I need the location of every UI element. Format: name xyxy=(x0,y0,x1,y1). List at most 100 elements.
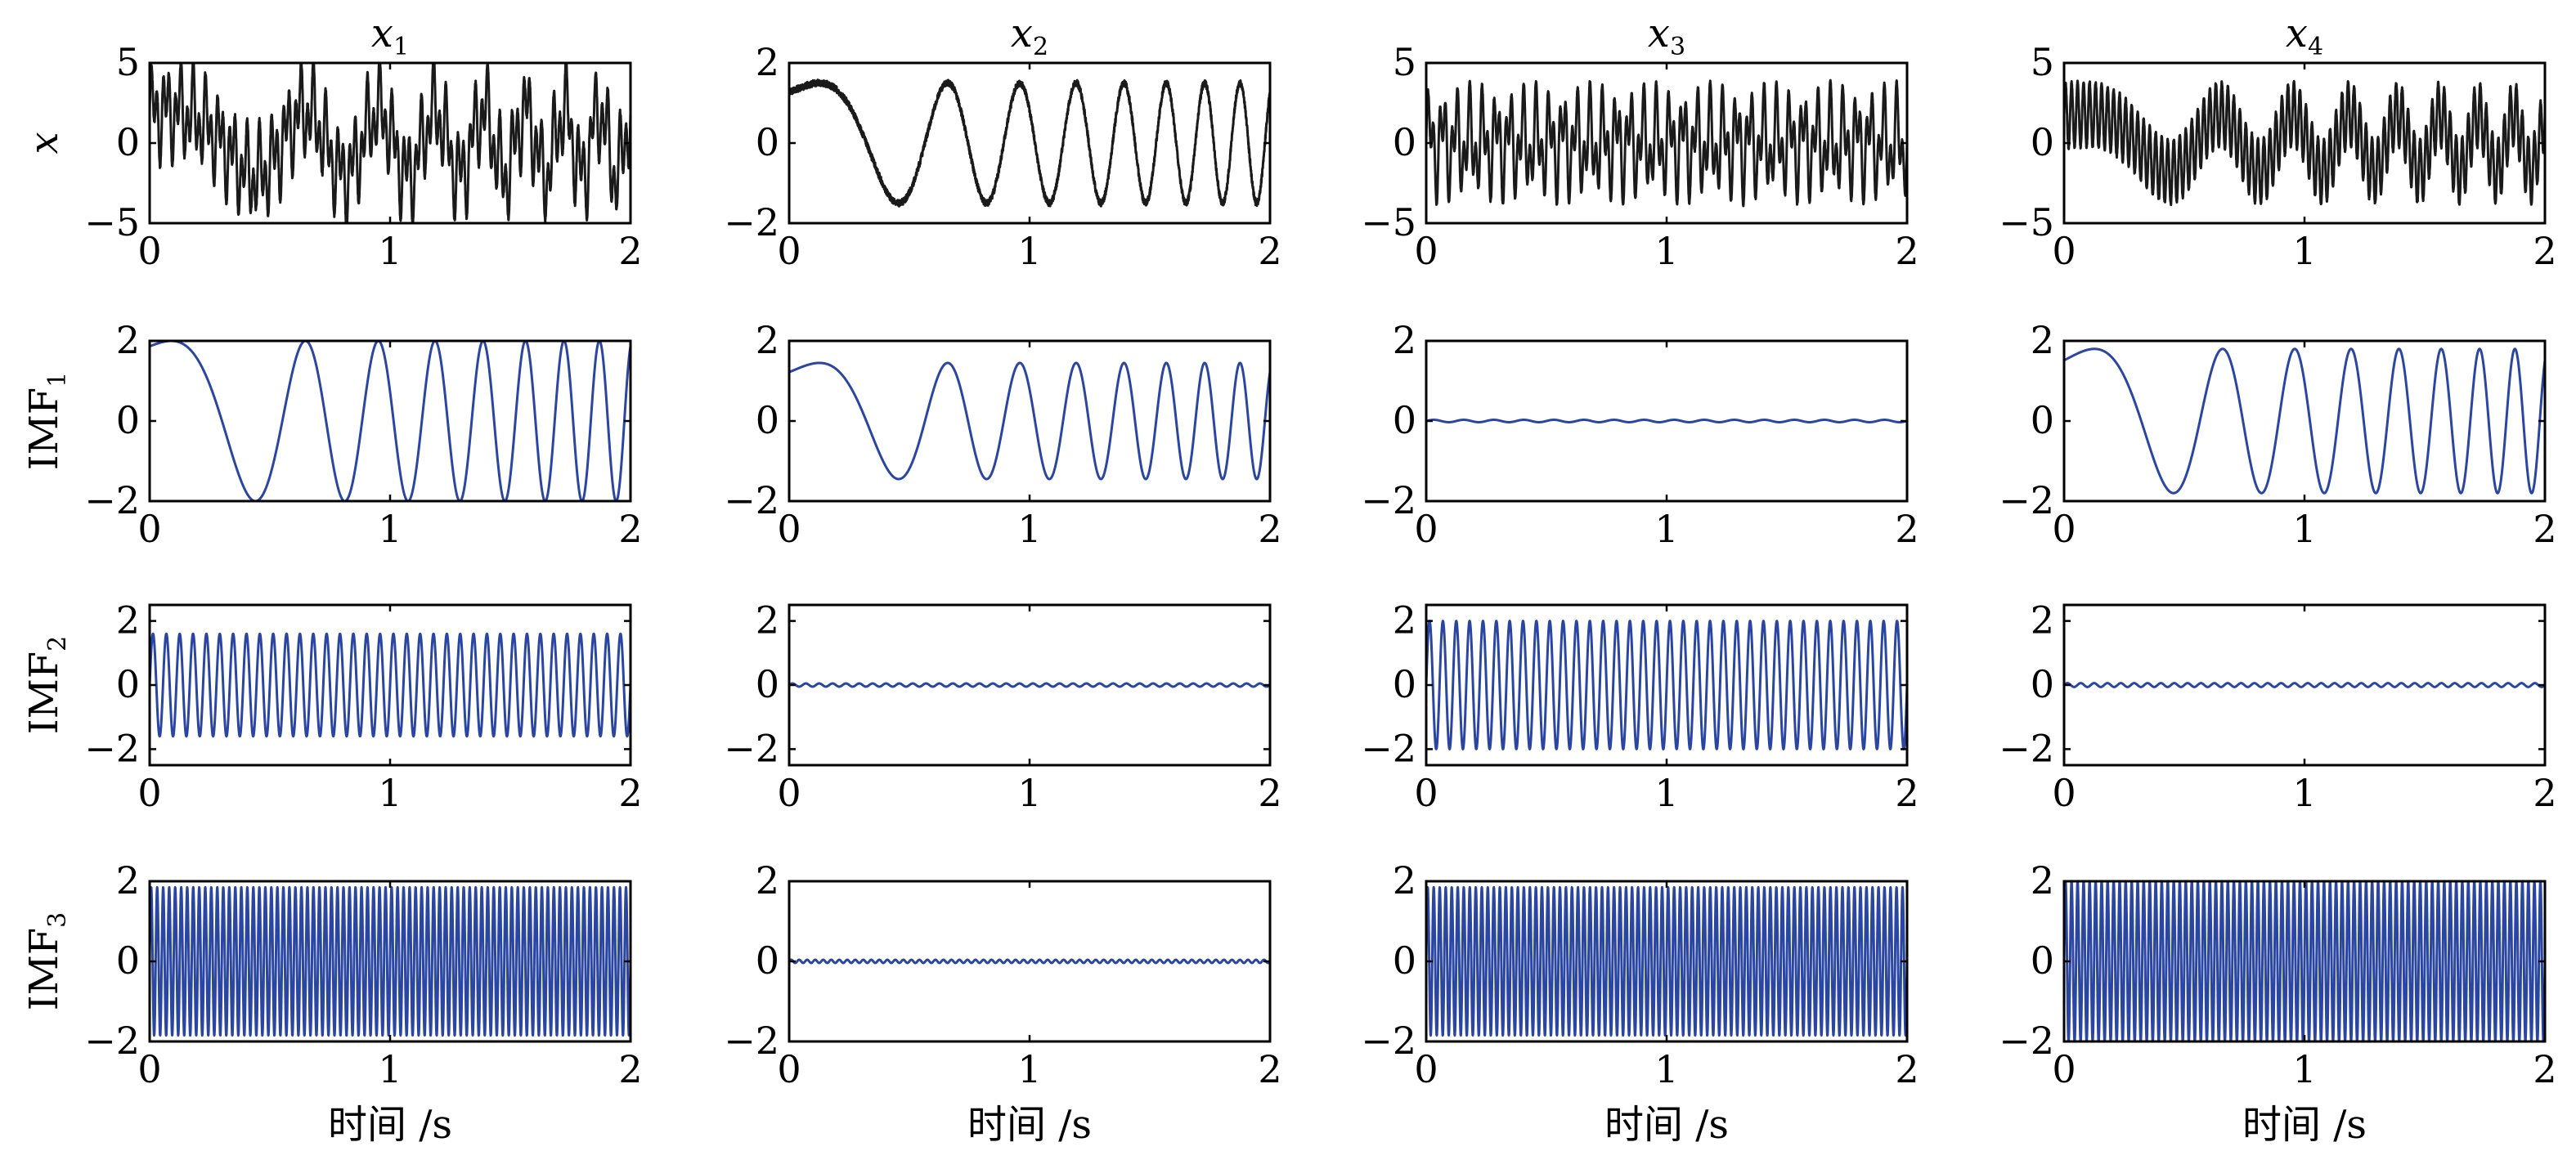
axes-frame xyxy=(788,339,1272,503)
y-tick-label: −2 xyxy=(1999,1019,2054,1063)
y-tick-label: 2 xyxy=(2031,598,2054,643)
x-tick-label: 1 xyxy=(378,771,402,815)
x-tick-label: 1 xyxy=(1017,1047,1041,1091)
subplot-r2-c1: 0 1 2−202 xyxy=(84,318,642,551)
x-tick-label: 2 xyxy=(618,507,642,551)
y-tick-label: −2 xyxy=(1999,726,2054,770)
y-tick-label: −2 xyxy=(1361,1019,1416,1063)
y-tick-label: 2 xyxy=(756,40,779,84)
x-axis-label: 时间 /s xyxy=(1604,1102,1729,1148)
series-line-imf3-of-x1 xyxy=(150,885,631,1037)
x-tick-label: 1 xyxy=(1017,229,1041,273)
x-tick-label: 0 xyxy=(1414,229,1438,273)
y-tick-label: −5 xyxy=(1361,200,1416,244)
y-tick-label: 0 xyxy=(2031,938,2054,983)
series-line-imf3-of-x4 xyxy=(2064,881,2545,1041)
series-line-imf3-of-x2 xyxy=(789,958,1270,965)
x-tick-label: 2 xyxy=(618,229,642,273)
x-tick-label: 0 xyxy=(1414,771,1438,815)
y-tick-label: 2 xyxy=(2031,318,2054,362)
y-tick-label: −2 xyxy=(1361,726,1416,770)
x-tick-label: 0 xyxy=(2052,1047,2076,1091)
y-tick-label: 5 xyxy=(116,40,140,84)
series-line-imf2-of-x1 xyxy=(150,632,631,738)
x-tick-label: 2 xyxy=(1895,229,1919,273)
y-tick-label: 0 xyxy=(2031,398,2054,442)
x-tick-label: 0 xyxy=(137,229,161,273)
y-tick-label: 0 xyxy=(1393,120,1416,164)
y-tick-label: 2 xyxy=(2031,858,2054,902)
x-tick-label: 1 xyxy=(1654,1047,1678,1091)
x-tick-label: 1 xyxy=(1654,771,1678,815)
x-tick-label: 2 xyxy=(2533,229,2556,273)
y-tick-label: 0 xyxy=(756,938,779,983)
column-title: x1 xyxy=(371,11,409,61)
x-tick-label: 2 xyxy=(1258,1047,1281,1091)
x-axis-label: 时间 /s xyxy=(2242,1102,2367,1148)
row-label: IMF2 xyxy=(21,636,72,735)
x-tick-label: 0 xyxy=(137,1047,161,1091)
y-tick-label: 2 xyxy=(116,858,140,902)
x-tick-label: 2 xyxy=(2533,1047,2556,1091)
column-title: x2 xyxy=(1011,11,1048,61)
subplot-r3-c3: 0 1 2−202 xyxy=(1361,598,1919,815)
series-line-imf2-of-x3 xyxy=(1426,620,1907,750)
series-line-imf1-of-x1 xyxy=(150,341,631,501)
x-tick-label: 1 xyxy=(1654,507,1678,551)
y-tick-label: 2 xyxy=(1393,858,1416,902)
x-axis-label: 时间 /s xyxy=(328,1102,452,1148)
x-tick-label: 0 xyxy=(777,229,801,273)
x-tick-label: 0 xyxy=(777,1047,801,1091)
y-tick-label: −2 xyxy=(84,478,140,522)
series-line-imf2-of-x4 xyxy=(2064,682,2545,688)
x-tick-label: 2 xyxy=(2533,507,2556,551)
x-tick-label: 0 xyxy=(137,771,161,815)
y-tick-label: 2 xyxy=(116,318,140,362)
series-line-imf1-of-x3 xyxy=(1426,419,1907,423)
x-tick-label: 0 xyxy=(2052,229,2076,273)
series-line-imf3-of-x3 xyxy=(1426,885,1907,1037)
x-tick-label: 0 xyxy=(1414,1047,1438,1091)
series-line-imf1-of-x2 xyxy=(789,361,1270,481)
axes-frame xyxy=(2062,339,2547,503)
axes-frame xyxy=(788,61,1272,225)
column-title: x4 xyxy=(2286,11,2323,61)
y-tick-label: 0 xyxy=(1393,398,1416,442)
y-tick-label: 2 xyxy=(116,598,140,643)
x-tick-label: 1 xyxy=(1654,229,1678,273)
x-tick-label: 1 xyxy=(378,1047,402,1091)
series-line-x4 xyxy=(2064,79,2545,207)
x-tick-label: 2 xyxy=(1895,771,1919,815)
y-tick-label: 0 xyxy=(116,120,140,164)
y-tick-label: 2 xyxy=(1393,318,1416,362)
y-tick-label: −2 xyxy=(724,200,779,244)
x-tick-label: 2 xyxy=(1258,771,1281,815)
x-tick-label: 1 xyxy=(2292,507,2316,551)
y-tick-label: 2 xyxy=(756,318,779,362)
y-tick-label: 2 xyxy=(1393,598,1416,643)
series-line-x1 xyxy=(150,63,631,223)
x-tick-label: 0 xyxy=(2052,771,2076,815)
y-tick-label: −5 xyxy=(1999,200,2054,244)
x-tick-label: 1 xyxy=(378,229,402,273)
subplot-r2-c4: 0 1 2−202 xyxy=(1999,318,2556,551)
x-axis-label: 时间 /s xyxy=(967,1102,1092,1148)
x-tick-label: 0 xyxy=(777,507,801,551)
row-label: x xyxy=(21,132,67,154)
x-tick-label: 2 xyxy=(1258,229,1281,273)
x-tick-label: 2 xyxy=(618,771,642,815)
y-tick-label: −2 xyxy=(84,1019,140,1063)
x-tick-label: 2 xyxy=(618,1047,642,1091)
y-tick-label: 5 xyxy=(2031,40,2054,84)
series-line-x3 xyxy=(1426,78,1907,208)
series-line-imf1-of-x4 xyxy=(2064,347,2545,495)
row-label: IMF3 xyxy=(21,912,72,1011)
